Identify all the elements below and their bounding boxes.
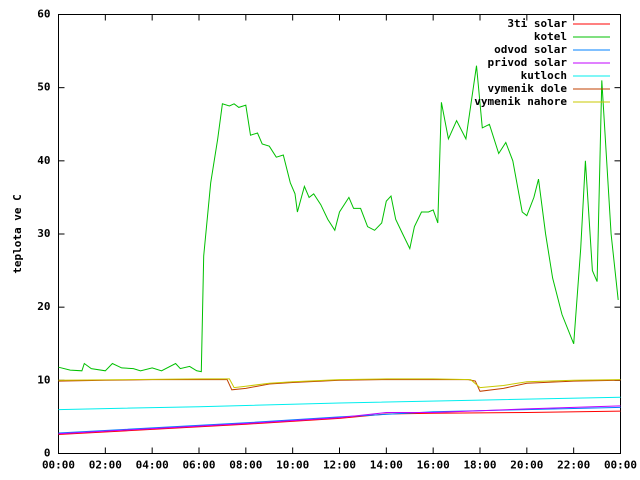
legend-label: privod solar (488, 56, 568, 69)
series-line (58, 378, 621, 389)
x-tick-label: 22:00 (557, 459, 590, 472)
series-line (58, 410, 621, 435)
series-line (58, 65, 619, 373)
y-tick-label: 20 (37, 300, 50, 313)
y-tick-label: 30 (37, 227, 50, 240)
x-tick-label: 12:00 (323, 459, 356, 472)
x-tick-label: 00:00 (604, 459, 637, 472)
series-line (58, 406, 621, 434)
x-tick-label: 06:00 (182, 459, 215, 472)
legend-label: 3ti solar (507, 17, 567, 30)
series-line (58, 379, 621, 392)
x-tick-label: 16:00 (417, 459, 450, 472)
legend-label: vymenik nahore (474, 95, 567, 108)
y-tick-label: 10 (37, 373, 50, 386)
x-tick-label: 20:00 (510, 459, 543, 472)
x-tick-label: 18:00 (463, 459, 496, 472)
y-tick-label: 50 (37, 81, 50, 94)
y-tick-label: 60 (37, 8, 50, 21)
x-tick-label: 00:00 (42, 459, 75, 472)
series-line (58, 405, 621, 435)
x-tick-label: 02:00 (89, 459, 122, 472)
y-axis-label: teplota ve C (11, 194, 24, 273)
y-tick-label: 0 (44, 447, 51, 460)
series-line (58, 396, 621, 411)
legend-label: odvod solar (494, 43, 567, 56)
legend-label: vymenik dole (488, 82, 568, 95)
x-tick-label: 14:00 (370, 459, 403, 472)
x-tick-label: 08:00 (229, 459, 262, 472)
x-tick-label: 04:00 (136, 459, 169, 472)
x-tick-label: 10:00 (276, 459, 309, 472)
legend-label: kotel (534, 30, 567, 43)
legend-label: kutloch (521, 69, 567, 82)
y-tick-label: 40 (37, 154, 50, 167)
